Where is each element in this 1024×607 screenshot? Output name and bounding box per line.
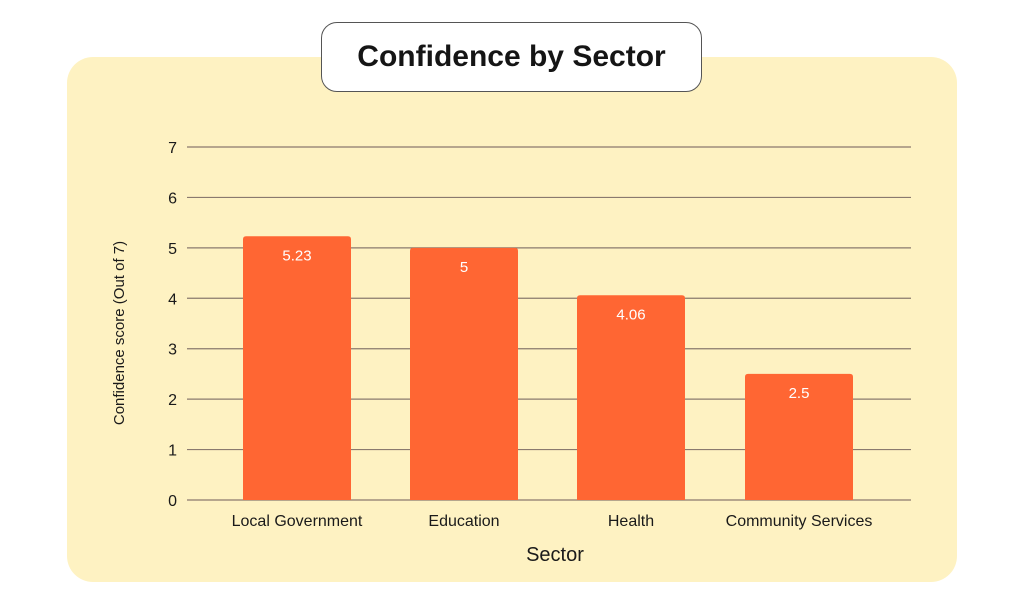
bars: 5.23 5 4.06 2.5 xyxy=(243,236,853,500)
chart-title: Confidence by Sector xyxy=(321,22,702,92)
x-category-label: Health xyxy=(608,513,654,530)
y-tick-label: 2 xyxy=(168,392,177,409)
bar-value-label: 2.5 xyxy=(789,385,810,402)
bar xyxy=(243,236,351,500)
bar xyxy=(577,295,685,500)
y-tick-label: 0 xyxy=(168,493,177,510)
y-tick-label: 6 xyxy=(168,190,177,207)
x-axis-title: Sector xyxy=(526,544,584,566)
y-tick-label: 1 xyxy=(168,443,177,460)
x-axis-labels: Local Government Education Health Community… xyxy=(232,513,873,530)
bar-value-label: 5.23 xyxy=(282,247,311,264)
bar xyxy=(745,373,853,500)
y-tick-label: 4 xyxy=(168,291,177,308)
bar-value-label: 4.06 xyxy=(616,306,645,323)
y-axis-ticks: 0 1 2 3 4 5 6 7 xyxy=(168,140,177,510)
y-tick-label: 3 xyxy=(168,342,177,359)
bar xyxy=(410,247,518,500)
x-category-label: Education xyxy=(428,513,499,530)
y-tick-label: 7 xyxy=(168,140,177,157)
x-category-label: Local Government xyxy=(232,513,363,530)
y-tick-label: 5 xyxy=(168,241,177,258)
bar-value-label: 5 xyxy=(460,259,468,276)
y-axis-title: Confidence score (Out of 7) xyxy=(111,241,128,425)
x-category-label: Community Services xyxy=(726,513,873,530)
